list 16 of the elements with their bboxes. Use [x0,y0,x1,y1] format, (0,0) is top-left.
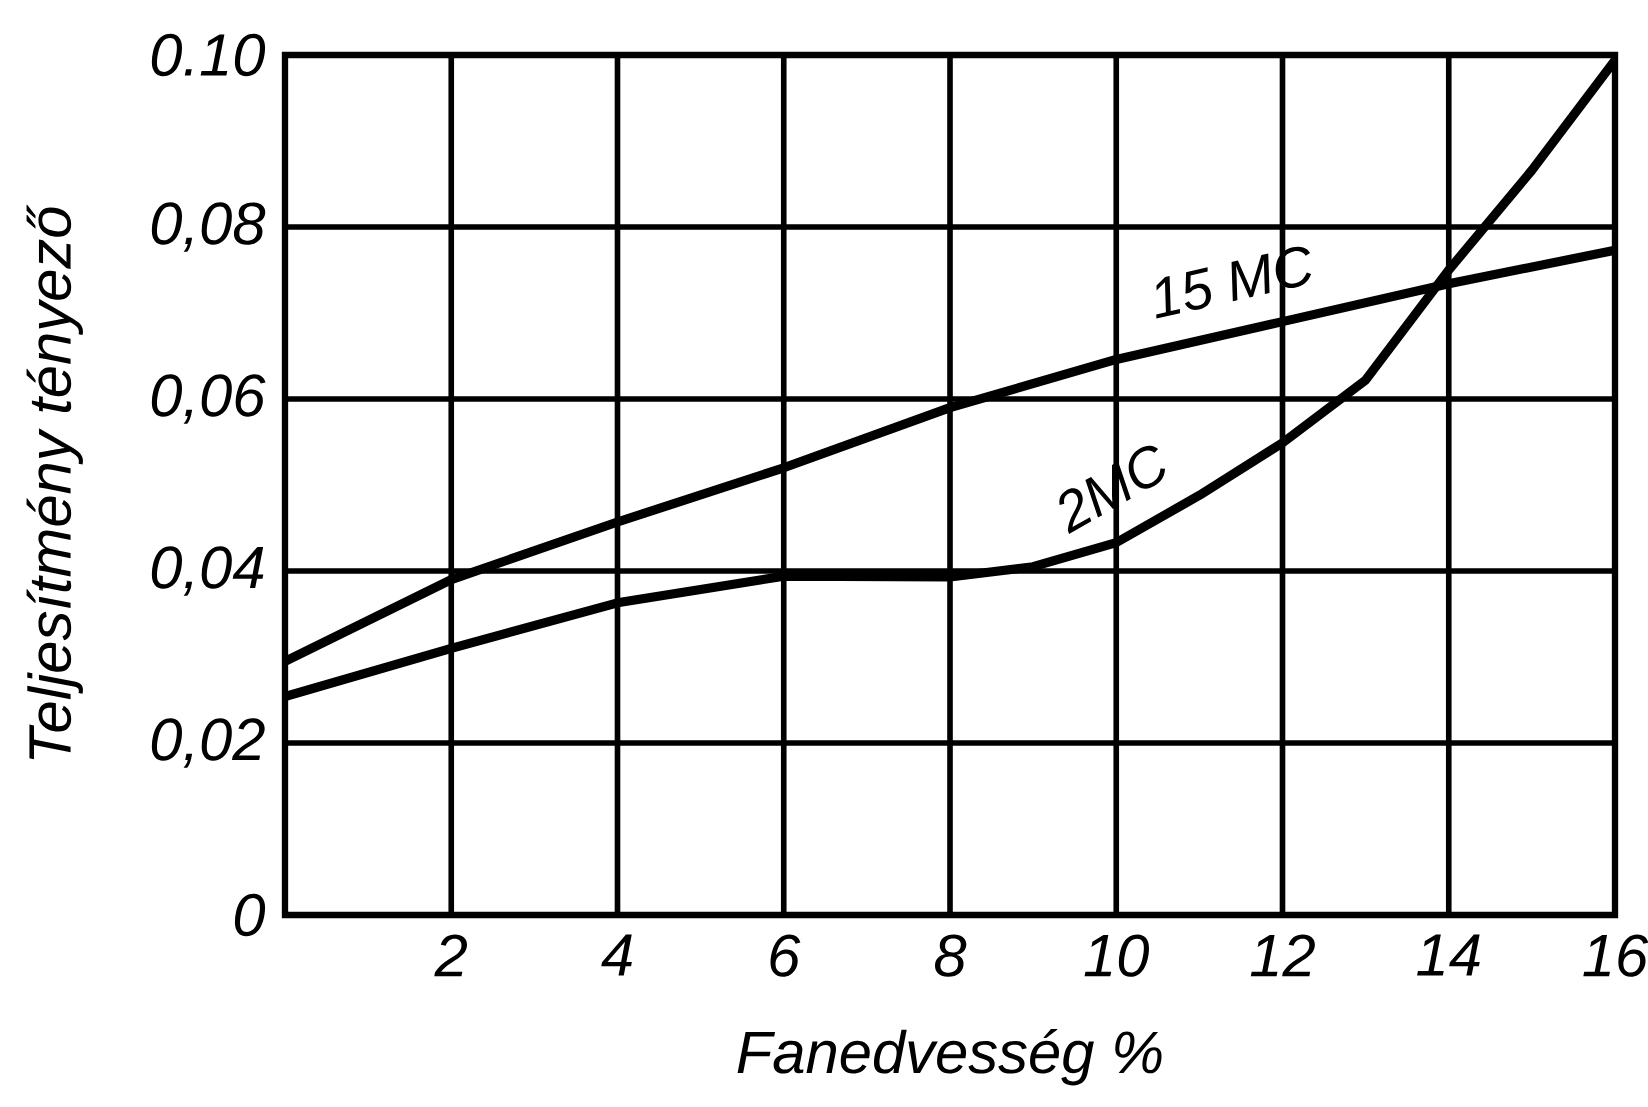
x-tick-label: 2 [434,934,467,977]
x-tick-label: 14 [1417,934,1480,976]
x-tick-label: 4 [601,934,632,976]
x-tick-label: 16 [1583,934,1648,977]
y-tick-label: 0,02 [151,718,265,768]
y-tick-label: 0,04 [151,546,264,596]
x-tick-label: 6 [770,934,801,977]
y-axis-title: Teljesítmény tényező [26,204,83,760]
y-tick-label: 0.10 [151,33,266,77]
x-tick-label: 8 [934,934,967,977]
x-tick-label: 10 [1084,934,1149,977]
y-tick-label: 0,06 [151,374,266,424]
x-tick-label: 12 [1250,934,1315,977]
x-axis-title: Fanedvesség % [737,1029,1162,1086]
y-tick-label: 0 [234,893,266,937]
y-tick-label: 0,08 [151,202,266,252]
